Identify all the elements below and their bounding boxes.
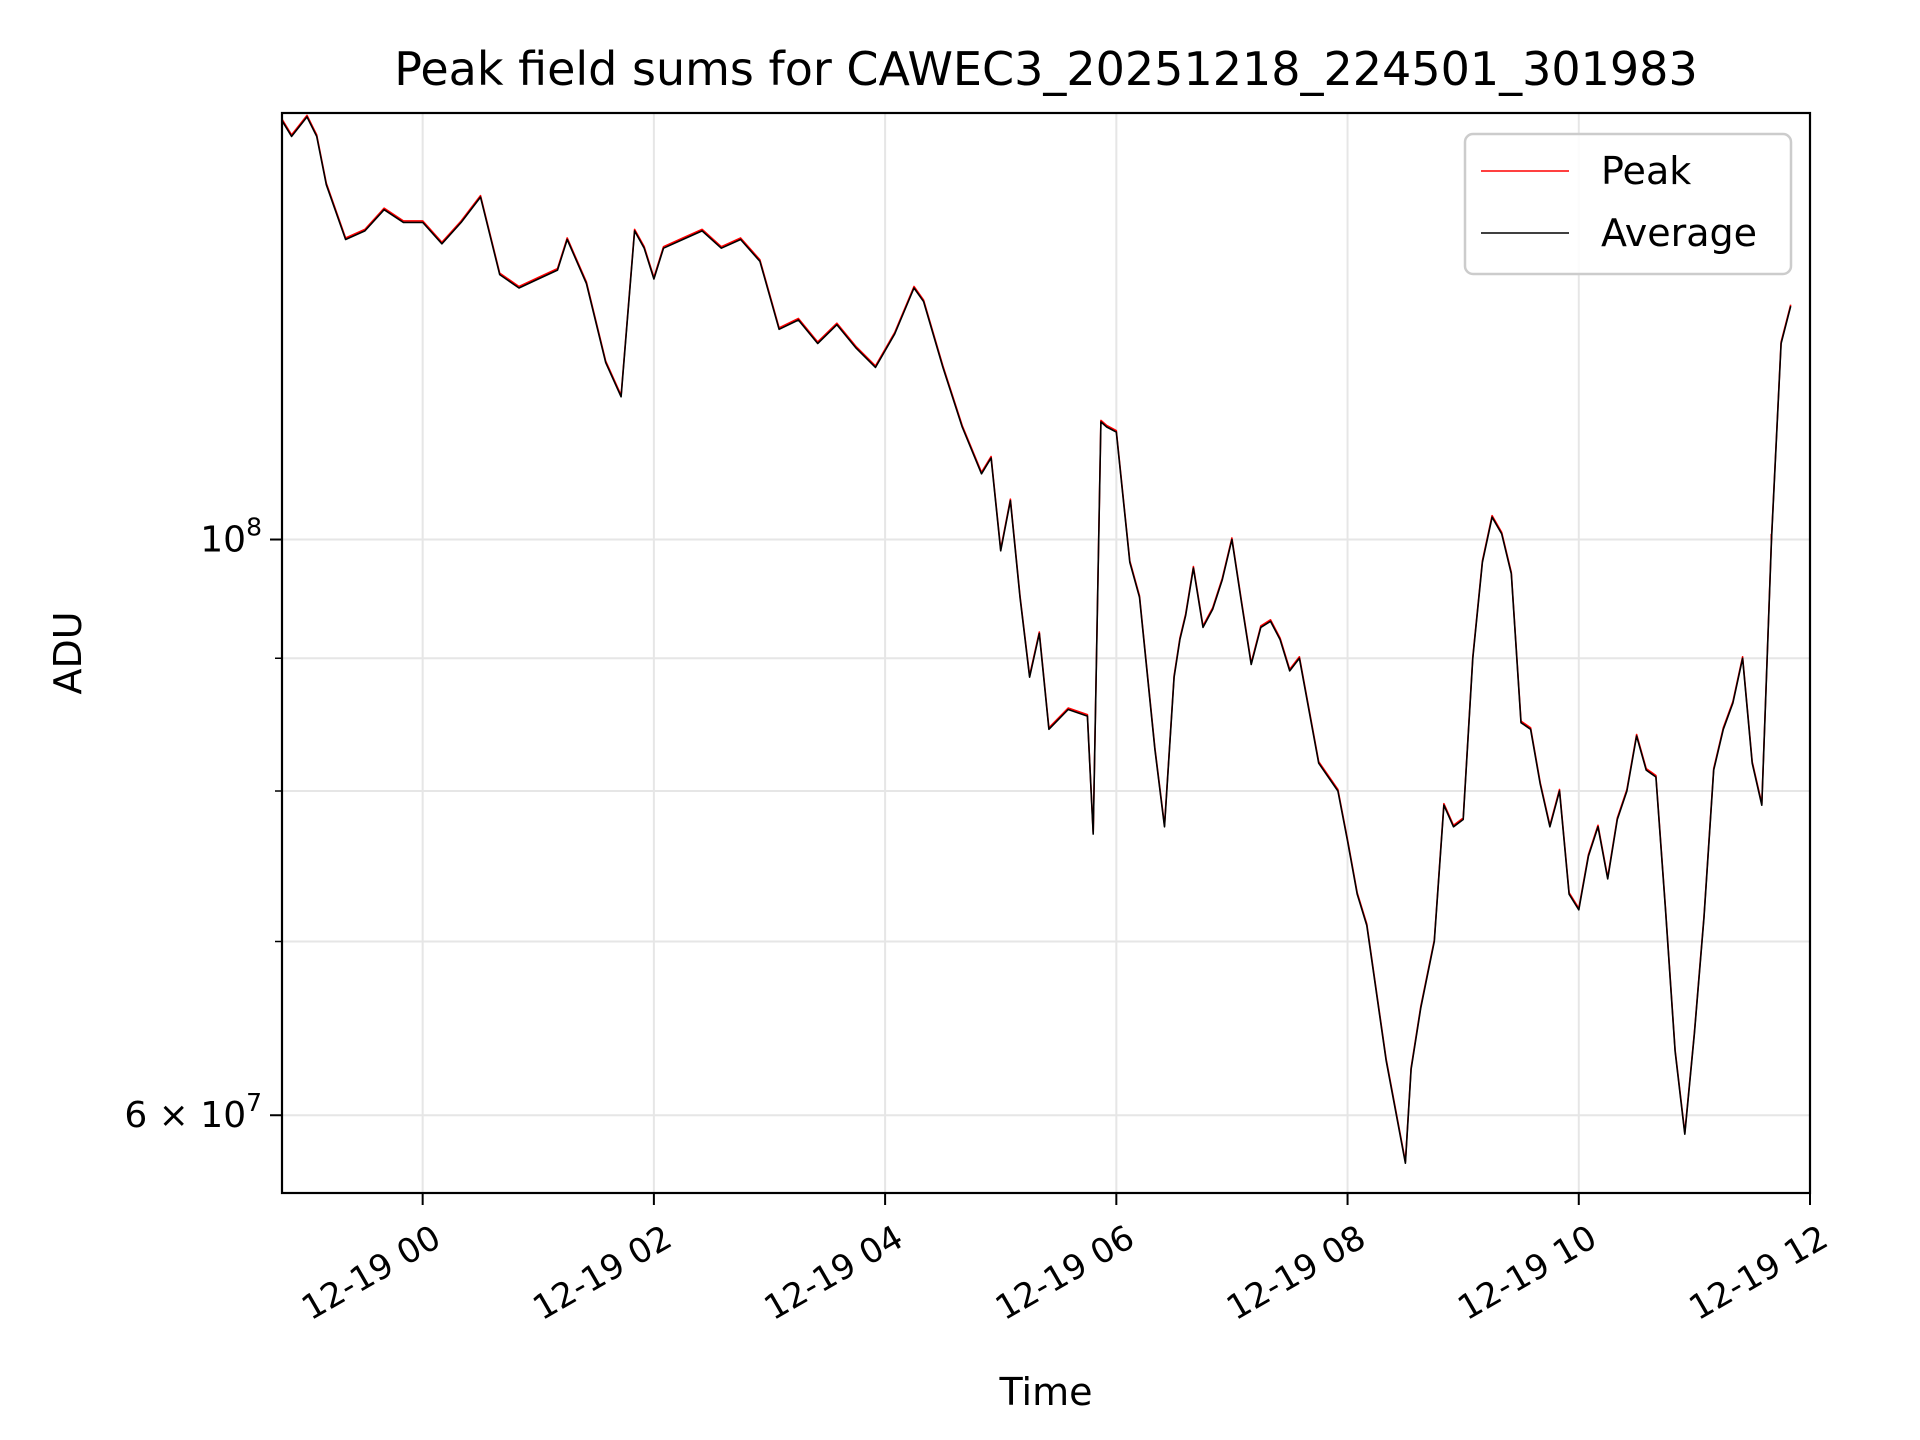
series-average-line [281, 116, 1792, 1164]
grid [282, 113, 1811, 1193]
y-tick-label: 6 × 107 [124, 1088, 262, 1136]
legend-peak-label: Peak [1601, 149, 1691, 193]
legend-average-label: Average [1601, 211, 1757, 255]
chart-title: Peak field sums for CAWEC3_20251218_2245… [394, 42, 1697, 96]
y-axis-label: ADU [46, 611, 90, 694]
legend: Peak Average [1463, 132, 1793, 276]
plot-lines [281, 114, 1792, 1164]
legend-box [1463, 132, 1793, 276]
plot-frame [280, 111, 1812, 1195]
x-axis-label: Time [999, 1370, 1093, 1414]
y-tick-label: 108 [200, 513, 262, 561]
y-axis-ticks: 108 6 × 107 [124, 513, 282, 1136]
